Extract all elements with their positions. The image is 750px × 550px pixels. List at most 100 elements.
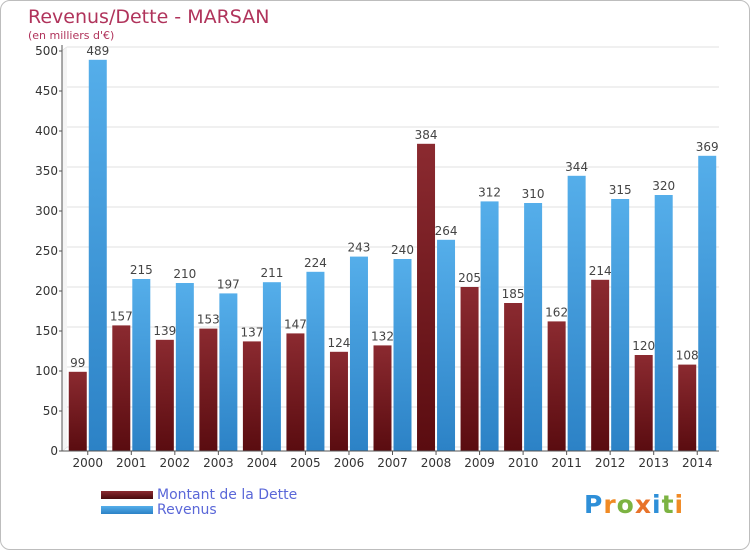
x-tick-label: 2011 (551, 456, 582, 470)
x-tick-label: 2005 (290, 456, 321, 470)
data-label-revenue: 315 (609, 183, 632, 197)
data-label-debt: 147 (284, 317, 307, 331)
bar-debt (678, 364, 697, 451)
legend-label-debt: Montant de la Dette (157, 486, 298, 503)
data-label-revenue: 264 (435, 224, 458, 238)
x-tick-label: 2004 (247, 456, 278, 470)
labels-layer: 0 50 100 150 200 250 300 350 400 450 500 99 489 2000 1… (35, 44, 719, 470)
data-label-debt: 124 (328, 336, 351, 350)
data-label-debt: 384 (415, 128, 438, 142)
data-label-debt: 153 (197, 313, 220, 327)
bar-revenue (480, 201, 499, 451)
x-tick-label: 2010 (508, 456, 539, 470)
bar-debt (417, 143, 436, 452)
bar-revenue (524, 203, 543, 451)
x-tick-label: 2003 (203, 456, 234, 470)
proxiti-logo: Proxiti (584, 490, 684, 519)
x-tick-label: 2006 (334, 456, 365, 470)
chart-title: Revenus/Dette - MARSAN (28, 6, 270, 28)
bar-debt (460, 287, 479, 451)
x-tick-label: 2009 (464, 456, 495, 470)
bar-debt (68, 371, 87, 451)
bar-debt (155, 339, 174, 451)
logo-letter: x (634, 490, 652, 519)
logo-letter: o (616, 490, 635, 519)
data-label-revenue: 210 (173, 267, 196, 281)
data-label-revenue: 243 (348, 241, 371, 255)
bar-revenue (611, 199, 630, 451)
bar-revenue (175, 283, 194, 451)
data-label-revenue: 197 (217, 277, 240, 291)
legend-item-debt: Montant de la Dette (101, 486, 298, 503)
bar-revenue (437, 239, 456, 451)
x-tick-label: 2012 (595, 456, 626, 470)
legend-item-revenue: Revenus (101, 501, 297, 518)
bar-debt (112, 325, 131, 451)
data-label-revenue: 344 (565, 160, 588, 174)
data-label-debt: 99 (70, 356, 85, 370)
bar-revenue (349, 256, 368, 451)
data-label-revenue: 215 (130, 263, 153, 277)
data-label-debt: 137 (240, 325, 263, 339)
legend-label-revenue: Revenus (157, 501, 217, 518)
x-tick-label: 2000 (72, 456, 103, 470)
data-label-debt: 108 (676, 349, 699, 363)
bar-revenue (567, 175, 586, 452)
axis-layer (59, 45, 719, 455)
depth-wall (62, 47, 67, 451)
data-label-revenue: 312 (478, 185, 501, 199)
bar-revenue (88, 59, 107, 452)
bar-debt (634, 355, 653, 451)
x-tick-label: 2013 (638, 456, 669, 470)
data-label-debt: 157 (110, 309, 133, 323)
legend-swatch-revenue (101, 505, 153, 514)
y-tick-label: 150 (35, 324, 58, 338)
y-tick-label: 450 (35, 84, 58, 98)
bar-revenue (698, 155, 717, 452)
x-tick-label: 2014 (682, 456, 713, 470)
data-label-revenue: 489 (86, 44, 109, 58)
y-tick-label: 500 (35, 44, 58, 58)
bar-debt (242, 341, 261, 451)
y-tick-label: 0 (50, 444, 58, 458)
y-tick-label: 300 (35, 204, 58, 218)
bar-debt (286, 333, 305, 451)
data-label-debt: 214 (589, 264, 612, 278)
y-tick-label: 400 (35, 124, 58, 138)
logo-letter: t (661, 490, 675, 519)
logo-letter: P (584, 490, 604, 519)
data-label-revenue: 240 (391, 243, 414, 257)
bar-revenue (393, 259, 412, 451)
bar-revenue (306, 271, 325, 451)
y-tick-label: 250 (35, 244, 58, 258)
logo-letter: i (674, 490, 685, 519)
chart-subtitle: (en milliers d'€) (28, 29, 115, 42)
bar-debt (547, 321, 566, 451)
bar-debt (199, 328, 218, 451)
bar-debt (373, 345, 392, 451)
logo-letter: i (652, 490, 662, 519)
y-tick-label: 50 (43, 404, 58, 418)
bar-debt (591, 279, 610, 451)
data-label-debt: 139 (153, 324, 176, 338)
grid-layer (61, 46, 719, 452)
y-tick-label: 350 (35, 164, 58, 178)
data-label-revenue: 224 (304, 256, 327, 270)
x-tick-label: 2002 (160, 456, 191, 470)
bar-revenue (654, 195, 673, 451)
data-label-debt: 120 (632, 339, 655, 353)
x-tick-label: 2007 (377, 456, 408, 470)
x-tick-label: 2008 (421, 456, 452, 470)
x-tick-label: 2001 (116, 456, 147, 470)
data-label-revenue: 320 (652, 179, 675, 193)
bars-layer (68, 59, 717, 452)
data-label-revenue: 211 (260, 266, 283, 280)
data-label-debt: 132 (371, 329, 394, 343)
logo-letter: r (603, 490, 617, 519)
bar-debt (329, 351, 348, 451)
legend: Montant de la Dette Revenus (101, 486, 298, 518)
bar-debt (504, 303, 523, 451)
bar-revenue (219, 293, 238, 451)
